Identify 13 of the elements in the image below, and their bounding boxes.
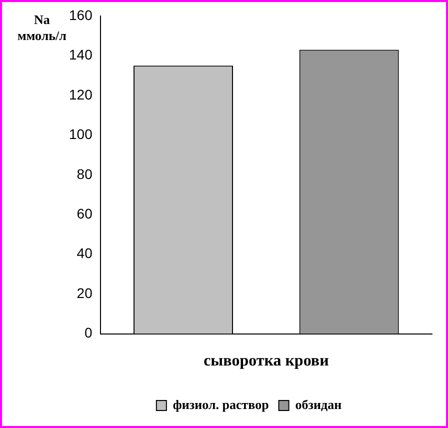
x-tick-label: сыворотка крови — [204, 352, 329, 370]
y-axis-title: Na ммоль/л — [18, 12, 66, 43]
y-tick-label: 160 — [69, 6, 93, 23]
legend-label: обзидан — [295, 396, 342, 412]
y-tick-label: 100 — [69, 126, 93, 142]
y-tick-label: 60 — [76, 205, 93, 222]
y-tick-label: 140 — [69, 46, 93, 63]
legend-label: физиол. раствор — [172, 396, 269, 412]
y-tick-label: 80 — [76, 166, 93, 182]
y-tick-label: 0 — [84, 324, 93, 341]
y-tick-label: 40 — [76, 245, 93, 262]
y-tick-label: 20 — [76, 284, 93, 301]
y-tick-label: 120 — [69, 86, 93, 102]
